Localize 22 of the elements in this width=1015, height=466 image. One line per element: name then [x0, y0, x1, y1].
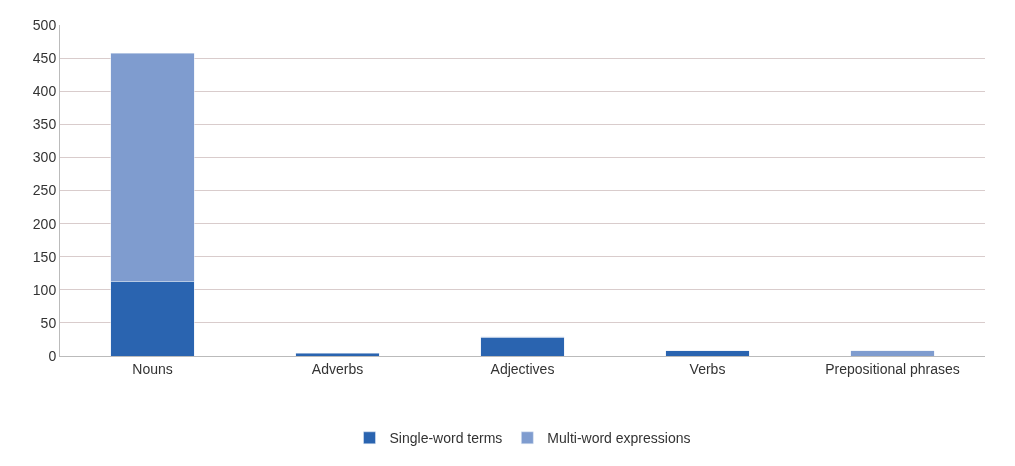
- x-tick-label: Nouns: [132, 360, 173, 377]
- x-tick-label: Verbs: [689, 360, 726, 377]
- x-tick-label: Adverbs: [311, 360, 364, 377]
- y-tick-label: 250: [32, 182, 57, 199]
- y-tick-label: 500: [32, 16, 57, 33]
- y-tick-label: 100: [32, 281, 57, 298]
- legend-label: Multi-word expressions: [547, 430, 691, 447]
- bar: [665, 350, 750, 356]
- x-tick-label: Adjectives: [490, 360, 555, 377]
- bar: [850, 350, 935, 356]
- y-tick-label: 200: [32, 215, 57, 232]
- y-tick-label: 300: [32, 149, 57, 166]
- y-tick-label: 400: [32, 83, 57, 100]
- legend-label: Single-word terms: [389, 430, 503, 447]
- bar: [480, 337, 565, 356]
- y-tick-label: 0: [48, 347, 57, 364]
- y-tick-label: 50: [40, 314, 57, 331]
- y-tick-label: 350: [32, 116, 57, 133]
- y-tick-label: 450: [32, 50, 57, 66]
- y-tick-label: 150: [32, 248, 57, 265]
- x-tick-label: Prepositional phrases: [825, 360, 960, 377]
- bar: [295, 353, 380, 356]
